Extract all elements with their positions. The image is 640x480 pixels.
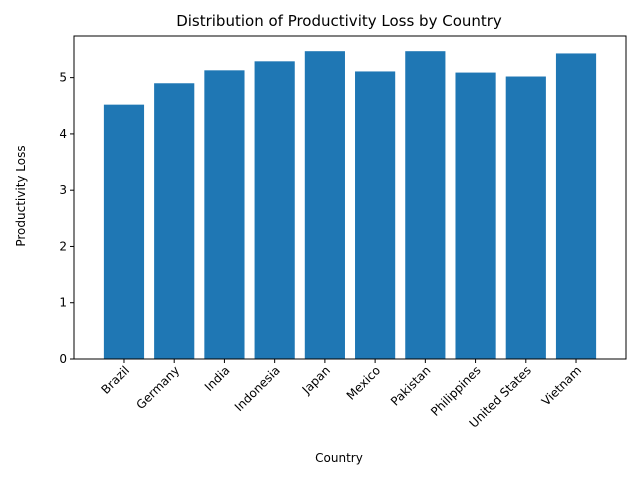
x-tick-label: India xyxy=(202,363,233,394)
y-tick-label: 1 xyxy=(59,296,67,310)
x-tick-label: Philippines xyxy=(428,363,484,419)
plot-area: 0 1 2 3 4 5 Brazil Germany India Indonesia Japan Me… xyxy=(59,35,627,431)
y-tick-label: 3 xyxy=(59,183,67,197)
x-tick-label: Pakistan xyxy=(388,363,433,408)
x-tick-label: Japan xyxy=(299,363,333,397)
bar-philippines xyxy=(455,72,496,359)
bar-pakistan xyxy=(405,51,446,359)
bar-united-states xyxy=(505,76,546,359)
chart-title: Distribution of Productivity Loss by Cou… xyxy=(176,12,502,30)
bar-indonesia xyxy=(254,61,295,360)
x-axis-label: Country xyxy=(315,451,363,465)
x-tick-label: Germany xyxy=(133,363,182,412)
x-tick-label: Vietnam xyxy=(539,363,584,408)
x-tick-label: Mexico xyxy=(344,363,384,403)
y-tick-label: 0 xyxy=(59,352,67,366)
y-tick-label: 2 xyxy=(59,239,67,253)
x-tick-label: Indonesia xyxy=(232,363,283,414)
bar-mexico xyxy=(355,71,396,359)
y-tick-label: 4 xyxy=(59,127,67,141)
bar-japan xyxy=(304,51,345,359)
bar-india xyxy=(204,70,245,360)
bar-brazil xyxy=(103,104,145,359)
bar-vietnam xyxy=(555,53,597,360)
y-axis-label: Productivity Loss xyxy=(14,145,28,246)
axes-frame xyxy=(73,35,627,360)
y-tick-label: 5 xyxy=(59,71,67,85)
bar-germany xyxy=(154,83,195,359)
x-tick-label: Brazil xyxy=(99,363,133,397)
